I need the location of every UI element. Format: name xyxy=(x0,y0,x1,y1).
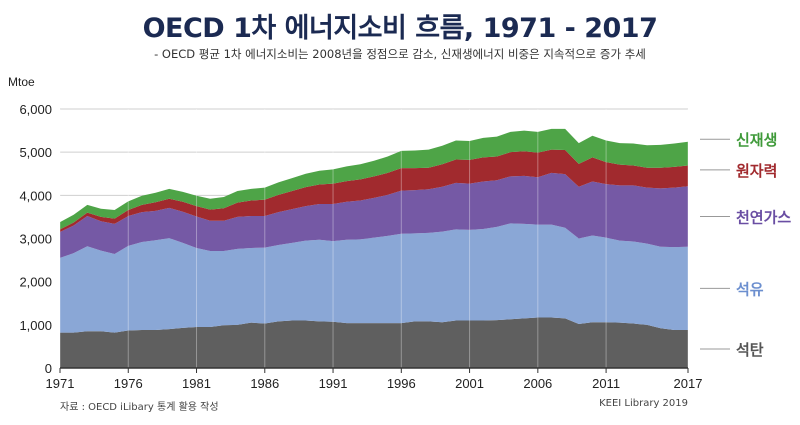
area-series-천연가스 xyxy=(60,172,688,258)
x-tick-label: 2017 xyxy=(674,376,703,391)
area-series-석유 xyxy=(60,223,688,333)
x-tick-label: 1996 xyxy=(387,376,416,391)
y-tick-label: 2,000 xyxy=(19,275,52,290)
credit-note: KEEI Library 2019 xyxy=(599,398,688,409)
legend-label: 석유 xyxy=(736,280,764,298)
y-tick-label: 0 xyxy=(45,361,52,376)
y-axis-label: Mtoe xyxy=(8,75,35,89)
x-tick-label: 1991 xyxy=(319,376,348,391)
chart-subtitle: - OECD 평균 1차 에너지소비는 2008년을 정점으로 감소, 신재생에… xyxy=(154,47,646,61)
x-tick-label: 2001 xyxy=(455,376,484,391)
area-series-석탄 xyxy=(60,317,688,368)
legend-label: 천연가스 xyxy=(736,208,791,226)
legend-label: 석탄 xyxy=(736,341,764,359)
y-tick-label: 3,000 xyxy=(19,232,52,247)
x-tick-label: 2006 xyxy=(523,376,552,391)
source-note: 자료 : OECD iLibary 통계 활용 작성 xyxy=(60,402,219,413)
x-tick-label: 1971 xyxy=(46,376,75,391)
x-tick-label: 1981 xyxy=(182,376,211,391)
x-tick-label: 1976 xyxy=(114,376,143,391)
x-tick-label: 2011 xyxy=(592,376,620,391)
y-tick-label: 1,000 xyxy=(19,318,52,333)
area-series-신재생 xyxy=(60,128,688,230)
x-tick-label: 1986 xyxy=(250,376,279,391)
y-tick-label: 4,000 xyxy=(19,188,52,203)
y-tick-label: 6,000 xyxy=(19,102,52,117)
chart-title: OECD 1차 에너지소비 흐름, 1971 - 2017 xyxy=(142,13,658,44)
legend-label: 원자력 xyxy=(736,162,777,180)
y-tick-label: 5,000 xyxy=(19,145,52,160)
legend-label: 신재생 xyxy=(736,131,777,149)
area-series-원자력 xyxy=(60,149,688,233)
